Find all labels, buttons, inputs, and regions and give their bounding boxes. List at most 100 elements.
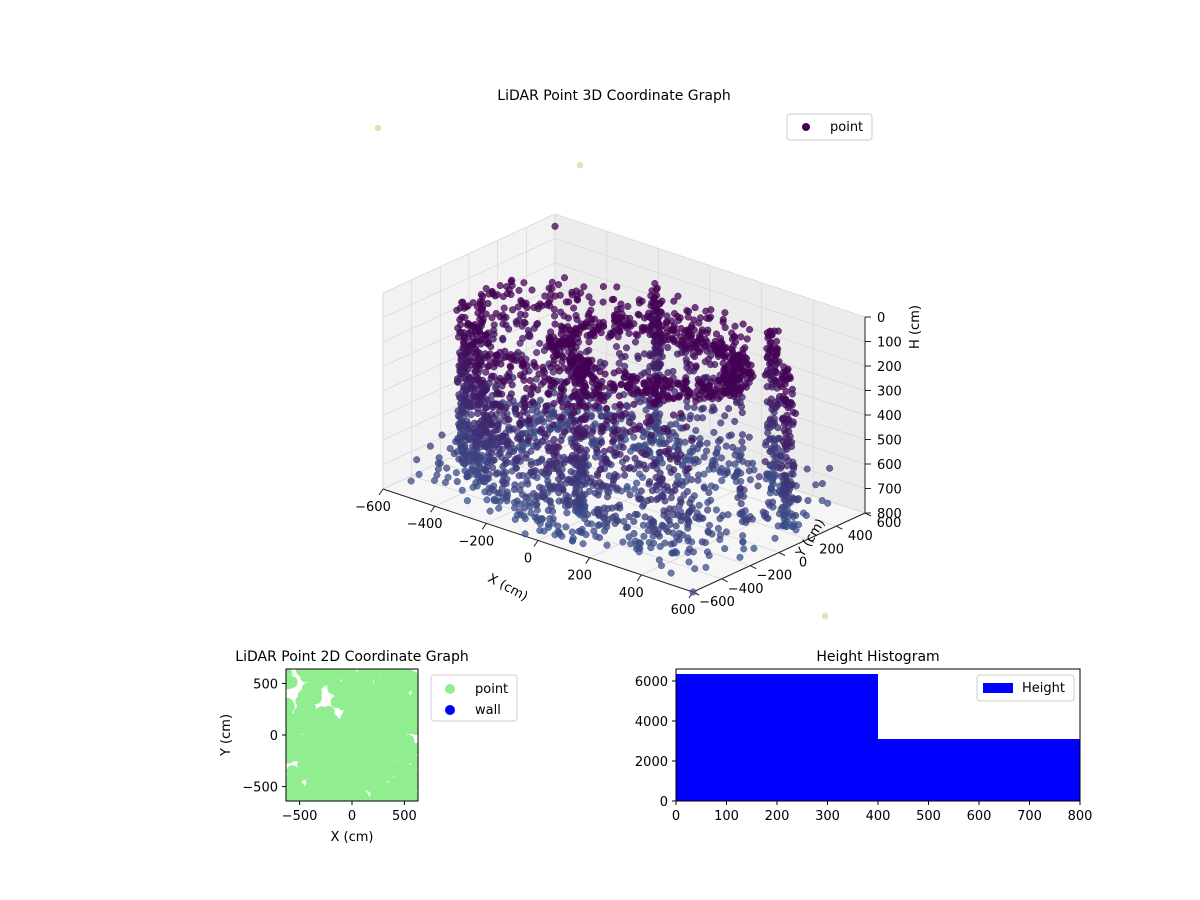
scatter3d-point bbox=[616, 401, 624, 409]
scatter3d-point bbox=[740, 492, 748, 500]
scatter3d-point bbox=[496, 282, 504, 290]
scatter3d-point bbox=[549, 462, 557, 470]
scatter3d-point bbox=[441, 479, 449, 487]
scatter3d-point bbox=[511, 504, 519, 512]
x-tick-label: −400 bbox=[407, 517, 443, 532]
scatter2d-point bbox=[286, 723, 296, 736]
scatter3d-point bbox=[555, 281, 563, 289]
scatter3d-point bbox=[539, 363, 547, 371]
scatter3d-point bbox=[590, 527, 598, 535]
scatter2d-legend-wall-label: wall bbox=[475, 703, 501, 718]
scatter3d-point bbox=[463, 472, 471, 480]
scatter3d-point bbox=[630, 518, 638, 526]
scatter3d-point bbox=[488, 288, 496, 296]
scatter3d-point bbox=[632, 338, 640, 346]
scatter3d-point bbox=[716, 515, 724, 523]
scatter3d-point bbox=[464, 365, 472, 373]
scatter3d-point bbox=[599, 298, 607, 306]
scatter3d-point bbox=[585, 346, 593, 354]
scatter3d-point bbox=[691, 565, 699, 573]
scatter3d-point bbox=[692, 514, 700, 522]
scatter3d-point bbox=[641, 314, 649, 322]
scatter3d-point bbox=[788, 385, 796, 393]
scatter3d-point bbox=[546, 296, 554, 304]
scatter3d-point bbox=[549, 515, 557, 523]
scatter3d-point bbox=[573, 366, 581, 374]
scatter2d-point bbox=[326, 713, 338, 726]
y-tick-mark bbox=[807, 538, 814, 543]
scatter3d-legend: point bbox=[786, 113, 873, 141]
scatter3d-point bbox=[480, 465, 488, 473]
scatter3d-point bbox=[678, 481, 686, 489]
scatter2d-point bbox=[387, 780, 400, 793]
scatter3d-point bbox=[583, 392, 591, 400]
scatter3d-point bbox=[782, 429, 790, 437]
scatter3d-point bbox=[516, 508, 524, 516]
scatter3d-point bbox=[785, 415, 793, 423]
scatter3d-point bbox=[802, 512, 810, 520]
scatter3d-point bbox=[624, 403, 632, 411]
scatter3d-point bbox=[584, 312, 592, 320]
scatter2d-y-tick-label: 0 bbox=[270, 729, 278, 744]
scatter2d-point bbox=[400, 794, 413, 801]
scatter3d-point bbox=[613, 305, 621, 313]
scatter3d-legend-marker bbox=[802, 123, 810, 131]
scatter3d-point bbox=[738, 409, 746, 417]
scatter3d-point bbox=[469, 299, 477, 307]
scatter3d-point bbox=[499, 293, 507, 301]
scatter3d-point bbox=[511, 515, 519, 523]
scatter3d-point bbox=[520, 279, 528, 287]
scatter3d-point bbox=[568, 528, 576, 536]
scatter3d-point bbox=[677, 325, 685, 333]
scatter3d-point bbox=[582, 531, 590, 539]
scatter3d-point bbox=[630, 433, 638, 441]
scatter3d-point bbox=[559, 403, 567, 411]
scatter3d-point bbox=[601, 360, 609, 368]
scatter3d-point bbox=[642, 465, 650, 473]
scatter3d-point bbox=[666, 384, 674, 392]
scatter3d-point bbox=[477, 432, 485, 440]
scatter3d-point bbox=[615, 327, 623, 335]
scatter3d-point bbox=[760, 512, 768, 520]
scatter2d-point bbox=[286, 677, 295, 690]
scatter3d-point bbox=[489, 464, 497, 472]
scatter3d-point bbox=[516, 339, 524, 347]
scatter3d-point bbox=[726, 376, 734, 384]
scatter3d-point bbox=[764, 420, 772, 428]
scatter3d-point bbox=[701, 374, 709, 382]
scatter3d-point bbox=[570, 442, 578, 450]
scatter3d-point bbox=[818, 480, 826, 488]
scatter3d-point bbox=[740, 545, 748, 553]
scatter3d-point bbox=[613, 283, 621, 291]
scatter3d-point bbox=[746, 476, 754, 484]
scatter3d-point bbox=[593, 445, 601, 453]
scatter2d-x-tick-label: 0 bbox=[348, 809, 356, 824]
scatter3d-point bbox=[621, 471, 629, 479]
scatter3d-point bbox=[570, 304, 578, 312]
scatter3d-point bbox=[558, 385, 566, 393]
scatter3d-point bbox=[804, 497, 812, 505]
scatter3d-point bbox=[455, 455, 463, 463]
scatter3d-point bbox=[605, 515, 613, 523]
scatter3d-point bbox=[615, 392, 623, 400]
scatter3d-point bbox=[677, 424, 685, 432]
scatter3d-point bbox=[483, 496, 491, 504]
scatter3d-point bbox=[682, 384, 690, 392]
scatter3d-point bbox=[653, 284, 661, 292]
scatter3d-point bbox=[771, 404, 779, 412]
histogram-legend: Height bbox=[976, 674, 1075, 702]
scatter3d-point bbox=[521, 530, 529, 538]
scatter2d-point bbox=[396, 736, 409, 749]
scatter3d-point bbox=[584, 511, 592, 519]
scatter3d-point bbox=[625, 513, 633, 521]
scatter3d-point bbox=[596, 466, 604, 474]
scatter3d-point bbox=[499, 320, 507, 328]
scatter3d-point bbox=[654, 494, 662, 502]
scatter3d-point bbox=[542, 466, 550, 474]
scatter3d-point bbox=[464, 358, 472, 366]
scatter3d-point bbox=[595, 506, 603, 514]
scatter3d-point bbox=[582, 424, 590, 432]
scatter3d-point bbox=[479, 376, 487, 384]
scatter3d-point bbox=[538, 416, 546, 424]
scatter3d-point bbox=[745, 467, 753, 475]
